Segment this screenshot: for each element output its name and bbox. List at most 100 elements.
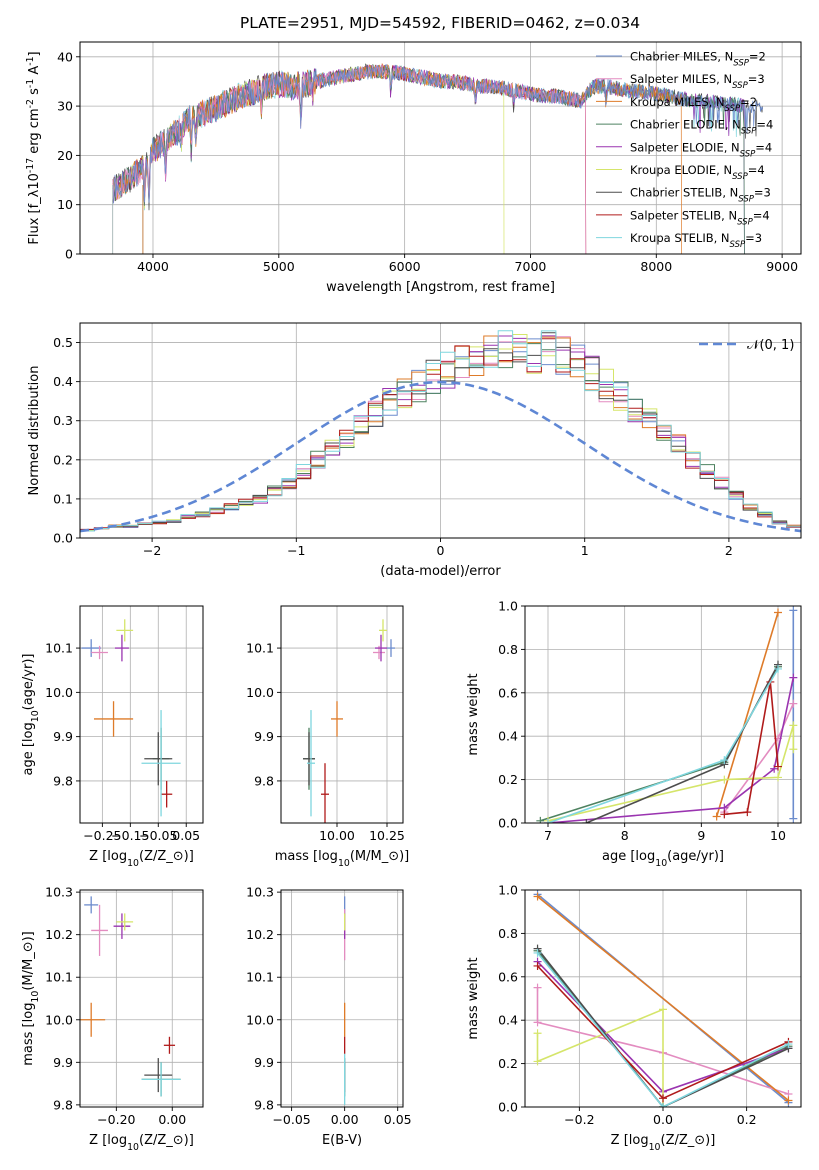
weight-point xyxy=(743,808,752,817)
legend-value: =3 xyxy=(745,231,762,245)
axes-frame xyxy=(79,889,204,1108)
label-segment: ] xyxy=(27,51,42,56)
y-tick-label: 0.2 xyxy=(498,772,518,787)
label-segment: s xyxy=(27,88,42,99)
x-tick-label: 9 xyxy=(697,828,705,843)
weight-point xyxy=(712,812,721,821)
y-tick-label: 9.9 xyxy=(254,1055,274,1070)
label-segment: 10 xyxy=(338,858,350,869)
weight-point xyxy=(789,699,798,708)
weight-point xyxy=(774,664,782,673)
histogram-series-7 xyxy=(80,338,801,530)
legend-sub: SSP xyxy=(725,104,741,114)
label-segment: -17 xyxy=(25,158,36,173)
weight-point xyxy=(789,745,798,754)
weight-point xyxy=(789,606,798,615)
plot-area-spectrum xyxy=(112,62,764,254)
label-segment: (Z/Z_⊙)] xyxy=(139,849,194,864)
label-segment: E(B-V) xyxy=(322,1133,362,1148)
x-tick-label: −0.2 xyxy=(564,1112,594,1127)
label-segment: mass [log xyxy=(275,849,338,864)
weight-point xyxy=(536,816,545,823)
y-tick-label: 0.2 xyxy=(53,452,73,467)
x-tick-label: 6000 xyxy=(389,259,421,274)
y-tick-label: 10.2 xyxy=(45,927,73,942)
y-tick-label: 9.8 xyxy=(254,773,274,788)
weight-point xyxy=(533,1029,542,1038)
y-tick-label: 0.5 xyxy=(53,335,73,350)
y-tick-label: 0.4 xyxy=(498,1013,518,1028)
legend-value: =3 xyxy=(754,186,771,200)
x-axis-label: Z [log10(Z/Z_⊙)] xyxy=(89,849,194,869)
x-tick-label: 10 xyxy=(770,828,786,843)
legend-label: Chabrier STELIB, NSSP=3 xyxy=(630,186,771,205)
weight-point xyxy=(720,810,729,819)
legend-text: Kroupa MILES, N xyxy=(630,95,725,109)
axes-frame xyxy=(524,889,802,1108)
panel-age-vs-mass: 10.00 10.25 9.8 9.9 10.0 10.1 mass [log10(M/M_… xyxy=(246,605,409,869)
x-tick-label: 0.2 xyxy=(737,1112,757,1127)
y-tick-label: 0.2 xyxy=(498,1056,518,1071)
plot-area-weight-vs-Z xyxy=(533,890,793,1107)
spectrum-series-2 xyxy=(112,62,682,254)
legend-text: Chabrier STELIB, N xyxy=(630,186,738,200)
y-axis-label: Normed distribution xyxy=(27,366,42,496)
y-tick-label: 40 xyxy=(57,49,73,64)
y-tick-label: 1.0 xyxy=(498,883,518,898)
x-tick-label: 0.00 xyxy=(331,1112,359,1127)
legend-label: Kroupa MILES, NSSP=2 xyxy=(630,95,757,114)
weight-point xyxy=(659,1103,667,1107)
label-segment: A xyxy=(27,66,42,79)
x-tick-label: 0.05 xyxy=(172,828,200,843)
label-segment: -1 xyxy=(25,56,36,65)
label-segment: wavelength [Angstrom, rest frame] xyxy=(326,280,555,295)
legend-label: 𝒩(0, 1) xyxy=(747,338,794,353)
x-tick-label: 1 xyxy=(581,543,589,558)
y-tick-label: 0.6 xyxy=(498,685,518,700)
legend-value: =2 xyxy=(740,95,757,109)
y-tick-label: 0.8 xyxy=(498,642,518,657)
weight-series-7 xyxy=(724,681,779,816)
label-segment: (Z/Z_⊙)] xyxy=(139,1133,194,1148)
x-tick-label: −0.15 xyxy=(111,828,149,843)
legend-text: Kroupa STELIB, N xyxy=(630,231,730,245)
x-tick-label: 10.25 xyxy=(369,828,405,843)
x-tick-label: 7 xyxy=(544,828,552,843)
weight-point xyxy=(533,892,542,901)
plot-area-weight-vs-age xyxy=(536,606,798,823)
y-tick-label: 0.4 xyxy=(53,374,73,389)
label-segment: Z [log xyxy=(89,1133,127,1148)
y-tick-label: 0.6 xyxy=(498,969,518,984)
legend-sub: SSP xyxy=(730,240,746,250)
legend-text: Salpeter MILES, N xyxy=(630,72,732,86)
weight-series-6 xyxy=(536,948,789,1107)
label-segment: mass weight xyxy=(466,957,481,1039)
y-tick-label: 0.0 xyxy=(498,1100,518,1115)
legend-text: Salpeter STELIB, N xyxy=(630,208,737,222)
x-tick-label: −0.05 xyxy=(272,1112,310,1127)
y-tick-label: 10.0 xyxy=(45,685,73,700)
legend-label: Salpeter STELIB, NSSP=4 xyxy=(630,208,770,227)
label-segment: 10 xyxy=(30,991,41,1003)
label-segment: -2 xyxy=(25,99,36,108)
x-axis-label: E(B-V) xyxy=(322,1133,362,1148)
label-segment: age [log xyxy=(602,849,655,864)
panel-mass-vs-Z: −0.20 0.009.89.910.010.110.210.3Z [log10(… xyxy=(21,885,204,1153)
weight-point xyxy=(789,721,798,730)
weight-point xyxy=(659,1005,667,1014)
y-tick-label: 0.3 xyxy=(53,413,73,428)
legend-label: Chabrier MILES, NSSP=2 xyxy=(630,50,766,69)
x-axis-label: wavelength [Angstrom, rest frame] xyxy=(326,280,555,295)
x-tick-label: −0.25 xyxy=(83,828,121,843)
label-segment: 10 xyxy=(127,1142,139,1153)
weight-series-8 xyxy=(547,668,779,823)
label-segment: (data-model)/error xyxy=(380,564,501,579)
axes-frame xyxy=(79,605,204,824)
x-tick-label: 2 xyxy=(725,543,733,558)
y-tick-label: 0.8 xyxy=(498,926,518,941)
x-tick-label: 7000 xyxy=(515,259,547,274)
legend-sub: SSP xyxy=(740,149,756,159)
x-tick-label: −2 xyxy=(143,543,161,558)
